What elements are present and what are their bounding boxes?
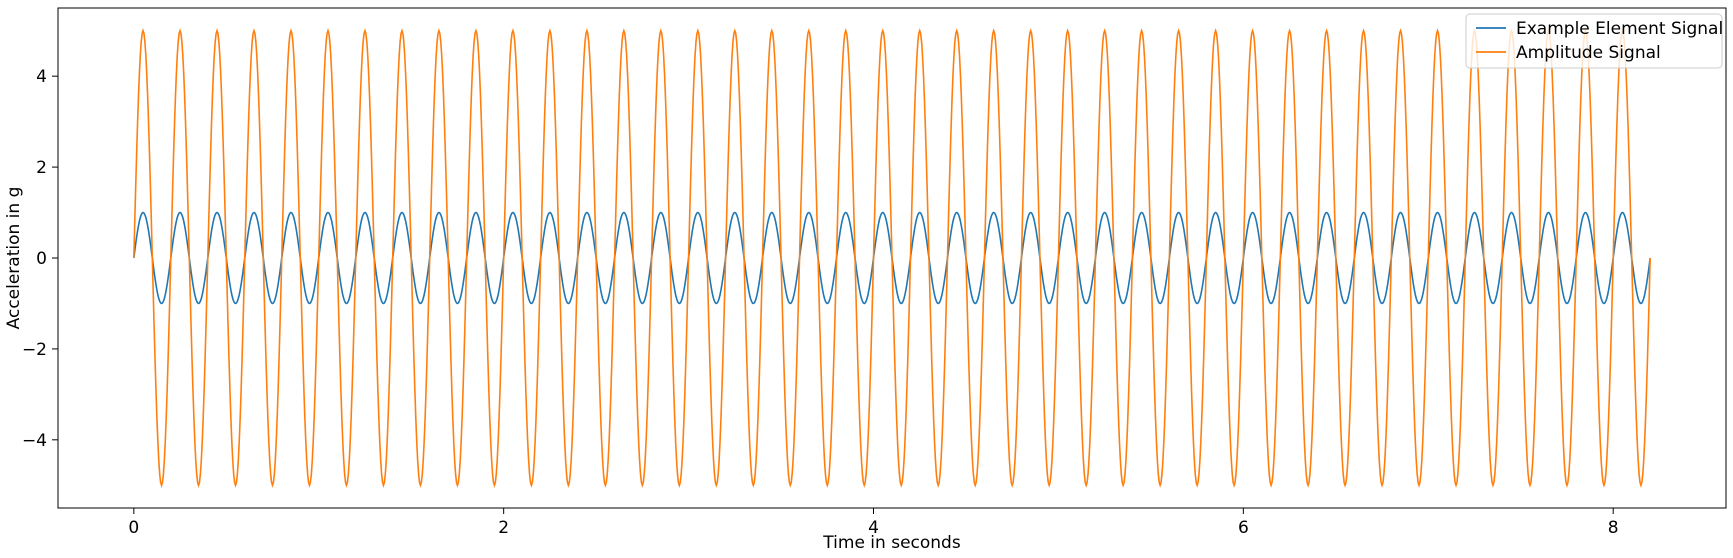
x-tick-label: 8 xyxy=(1608,518,1619,538)
y-tick-label: 4 xyxy=(36,67,47,87)
y-tick-label: −4 xyxy=(22,431,47,451)
series-layer xyxy=(133,28,1651,488)
legend: Example Element Signal Amplitude Signal xyxy=(1465,13,1723,69)
y-axis-label: Acceleration in g xyxy=(4,187,24,330)
y-tick-label: 0 xyxy=(36,249,47,269)
y-tick-label: 2 xyxy=(36,158,47,178)
x-tick-label: 4 xyxy=(868,518,879,538)
x-axis-label: Time in seconds xyxy=(822,533,961,553)
x-axis: 0 2 4 6 8 xyxy=(128,508,1619,538)
legend-label-amplitude-signal: Amplitude Signal xyxy=(1516,43,1661,63)
x-tick-label: 6 xyxy=(1238,518,1249,538)
y-tick-label: −2 xyxy=(22,340,47,360)
series-line-amplitude-signal xyxy=(133,28,1651,488)
legend-box xyxy=(1465,13,1723,69)
x-tick-label: 0 xyxy=(128,518,139,538)
x-tick-label: 2 xyxy=(498,518,509,538)
legend-label-example-element-signal: Example Element Signal xyxy=(1516,19,1723,39)
y-axis: 4 2 0 −2 −4 xyxy=(22,67,58,451)
